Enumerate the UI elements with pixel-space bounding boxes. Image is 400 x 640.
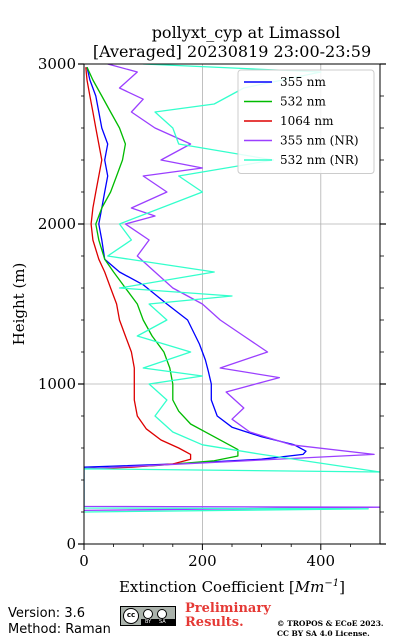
method-text: Method: Raman — [8, 622, 111, 637]
y-tick-label: 0 — [66, 535, 76, 553]
copyright-notice: © TROPOS & ECoE 2023. CC BY SA 4.0 Licen… — [277, 619, 384, 639]
y-axis-label: Height (m) — [10, 263, 28, 346]
copyright-line-2: CC BY SA 4.0 License. — [277, 629, 370, 638]
cc-strip-by: BY — [145, 619, 152, 625]
x-tick-label: 0 — [79, 552, 89, 570]
cc-strip: BY SA — [141, 619, 175, 625]
x-axis-label-unit: Mm — [294, 578, 325, 596]
x-axis-label-close: ] — [339, 578, 345, 596]
legend-label-5: 532 nm (NR) — [280, 153, 359, 167]
sa-icon — [157, 609, 167, 619]
chart-title: pollyxt_cyp at Limassol — [152, 23, 341, 42]
x-axis-label: Extinction Coefficient [Mm−1] — [119, 578, 345, 596]
cc-icon: cc — [123, 608, 139, 624]
version-text: Version: 3.6 — [8, 606, 85, 621]
series-line-5 — [84, 64, 380, 513]
legend-label-3: 1064 nm — [280, 114, 334, 128]
preliminary-notice: Preliminary Results. — [185, 602, 271, 630]
legend-label-4: 355 nm (NR) — [280, 134, 359, 148]
series-line-2 — [84, 66, 239, 470]
copyright-line-1: © TROPOS & ECoE 2023. — [277, 619, 384, 628]
legend: 355 nm 532 nm 1064 nm 355 nm (NR) 532 nm (NR… — [237, 69, 375, 174]
cc-license-badge: cc BY SA — [120, 606, 176, 626]
y-tick-label: 2000 — [38, 215, 76, 233]
x-tick-label: 400 — [306, 552, 335, 570]
series-line-3 — [84, 67, 192, 470]
x-axis-label-exp: −1 — [324, 578, 339, 589]
x-tick-label: 200 — [188, 552, 217, 570]
legend-box — [237, 69, 375, 174]
y-tick-label: 1000 — [38, 375, 76, 393]
axis-ticks: 0 200 400 0 1000 2000 3000 — [38, 55, 386, 570]
extinction-chart: pollyxt_cyp at Limassol [Averaged] 20230… — [10, 23, 386, 596]
legend-label-1: 355 nm — [280, 75, 326, 89]
preliminary-line-1: Preliminary — [185, 601, 271, 616]
legend-label-2: 532 nm — [280, 95, 326, 109]
by-icon — [143, 609, 153, 619]
x-axis-label-base: Extinction Coefficient [ — [119, 578, 295, 596]
preliminary-line-2: Results. — [185, 615, 244, 630]
y-tick-label: 3000 — [38, 55, 76, 73]
cc-strip-sa: SA — [159, 619, 166, 625]
chart-subtitle: [Averaged] 20230819 23:00-23:59 — [93, 42, 371, 61]
series-group — [84, 64, 380, 513]
